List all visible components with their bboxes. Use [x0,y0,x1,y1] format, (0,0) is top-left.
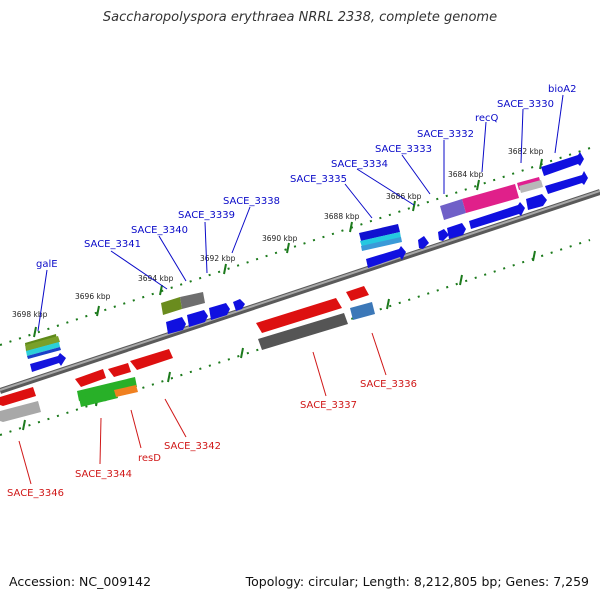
gene-bar[interactable] [361,237,402,251]
gene-bar[interactable] [360,232,401,247]
gene-arrow[interactable] [256,298,342,333]
gene-arrow[interactable] [526,194,547,210]
gene-label[interactable]: SACE_3339 [178,210,235,221]
gene-label[interactable]: SACE_3338 [223,196,280,207]
forward-gene-labels: galE SACE_3341 SACE_3340 SACE_3339 SACE_… [36,84,576,270]
gene-label[interactable]: SACE_3342 [164,441,221,452]
gene-bar[interactable] [258,313,348,350]
gene-arrow[interactable] [187,310,208,327]
accession-text: Accession: NC_009142 [9,574,152,589]
reverse-features [0,286,375,422]
gene-label[interactable]: SACE_3346 [7,488,64,499]
gene-bar[interactable] [79,389,118,407]
gene-arrow[interactable] [209,303,230,320]
gene-arrow[interactable] [30,353,66,372]
gene-label[interactable]: SACE_3332 [417,129,474,140]
gene-arrow[interactable] [166,317,186,334]
kbp-label: 3682 kbp [508,147,544,156]
gene-arrow[interactable] [108,363,131,377]
gene-label[interactable]: SACE_3336 [360,379,417,390]
gene-arrow[interactable] [438,229,449,241]
gene-label[interactable]: bioA2 [548,84,576,95]
gene-label[interactable]: SACE_3341 [84,239,141,250]
gene-label[interactable]: SACE_3344 [75,469,132,480]
gene-arrow[interactable] [545,171,588,194]
gene-label[interactable]: SACE_3333 [375,144,432,155]
gene-arrow[interactable] [75,369,106,387]
gene-bar[interactable] [462,184,519,213]
gene-label[interactable]: galE [36,259,58,270]
reverse-gene-labels: SACE_3346 SACE_3344 resD SACE_3342 SACE_… [7,379,417,499]
gene-label[interactable]: SACE_3335 [290,174,347,185]
gene-bar[interactable] [180,292,205,309]
genome-summary-text: Topology: circular; Length: 8,212,805 bp… [245,574,589,589]
gene-bar[interactable] [0,401,41,422]
gene-arrow[interactable] [366,246,406,268]
gene-bar[interactable] [440,199,466,220]
gene-bar[interactable] [519,180,543,193]
outer-tick-rail [0,147,591,346]
gene-bar[interactable] [25,336,60,351]
forward-features [25,152,588,372]
gene-arrow[interactable] [469,202,525,229]
gene-arrow[interactable] [447,223,466,239]
gene-label[interactable]: SACE_3340 [131,225,188,236]
map-title: Saccharopolyspora erythraea NRRL 2338, c… [102,10,498,25]
gene-label[interactable]: SACE_3334 [331,159,388,170]
reverse-leaders [18,332,387,485]
kbp-label: 3692 kbp [200,254,236,263]
gene-arrow[interactable] [233,299,245,311]
kbp-label: 3694 kbp [138,274,174,283]
gene-bar[interactable] [161,297,182,315]
gene-bar[interactable] [114,385,138,397]
gene-arrow[interactable] [541,152,584,176]
gene-bar[interactable] [27,347,61,359]
gene-label[interactable]: recQ [475,113,499,124]
gene-bar[interactable] [26,342,60,356]
gene-bar[interactable] [359,224,400,241]
kbp-label: 3698 kbp [12,310,48,319]
kbp-label: 3688 kbp [324,212,360,221]
kbp-label: 3696 kbp [75,292,111,301]
gene-label[interactable]: SACE_3330 [497,99,554,110]
gene-arrow[interactable] [130,349,173,370]
gene-bar[interactable] [350,302,375,320]
forward-leaders [37,94,564,332]
kbp-tick-labels: 3698 kbp 3696 kbp 3694 kbp 3692 kbp 3690… [12,147,544,319]
kbp-label: 3690 kbp [262,234,298,243]
gene-arrow[interactable] [418,236,429,249]
kbp-label: 3686 kbp [386,192,422,201]
gene-arrow[interactable] [0,387,36,406]
kbp-label: 3684 kbp [448,170,484,179]
gene-arrow[interactable] [346,286,369,301]
gene-label[interactable]: resD [138,453,161,464]
gene-label[interactable]: SACE_3337 [300,400,357,411]
genome-backbone [0,189,600,394]
